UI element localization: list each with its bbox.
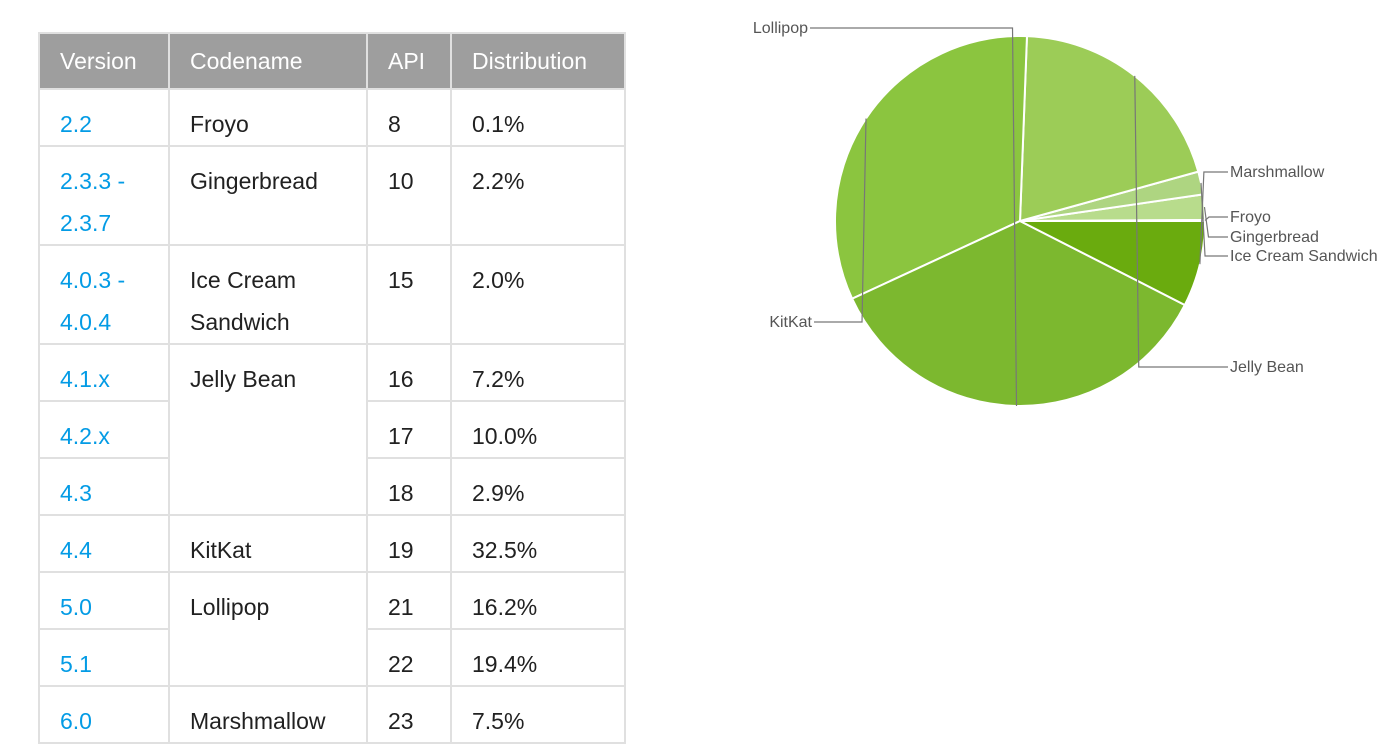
- table-row: 5.1 22 19.4%: [38, 628, 626, 687]
- pie-label-kitkat: KitKat: [769, 314, 812, 331]
- table-row: 4.3 18 2.9%: [38, 457, 626, 516]
- api-cell: 19: [366, 514, 452, 573]
- table-row: 4.1.x Jelly Bean 16 7.2%: [38, 343, 626, 516]
- version-link[interactable]: 5.0: [38, 571, 170, 630]
- distribution-cell: 2.9%: [450, 457, 626, 516]
- version-link[interactable]: 4.4: [38, 514, 170, 573]
- header-api: API: [366, 32, 452, 90]
- distribution-cell: 10.0%: [450, 400, 626, 459]
- pie-slice-kitkat: [834, 35, 1029, 301]
- api-cell: 23: [366, 685, 452, 744]
- table-row: 6.0 Marshmallow 23 7.5%: [38, 685, 626, 744]
- version-link[interactable]: 4.1.x: [38, 343, 170, 402]
- api-cell: 18: [366, 457, 452, 516]
- distribution-cell: 2.0%: [450, 244, 626, 345]
- distribution-cell: 2.2%: [450, 145, 626, 246]
- leader-line: [1204, 216, 1228, 221]
- api-cell: 21: [366, 571, 452, 630]
- version-link[interactable]: 2.2: [38, 88, 170, 147]
- codename-cell: Jelly Bean: [168, 343, 368, 516]
- pie-label-froyo: Froyo: [1230, 209, 1271, 226]
- version-link[interactable]: 2.3.3 - 2.3.7: [38, 145, 170, 246]
- distribution-cell: 0.1%: [450, 88, 626, 147]
- distribution-pie-chart: Froyo Gingerbread Ice Cream Sandwich Jelly …: [753, 20, 1378, 407]
- table-row: 4.4 KitKat 19 32.5%: [38, 514, 626, 573]
- distribution-cell: 7.5%: [450, 685, 626, 744]
- pie-label-lollipop: Lollipop: [753, 20, 808, 37]
- codename-cell: Marshmallow: [168, 685, 368, 744]
- api-cell: 17: [366, 400, 452, 459]
- api-cell: 16: [366, 343, 452, 402]
- version-link[interactable]: 4.3: [38, 457, 170, 516]
- pie-label-ice-cream-sandwich: Ice Cream Sandwich: [1230, 248, 1378, 265]
- header-version: Version: [38, 32, 170, 90]
- codename-cell: Ice Cream Sandwich: [168, 244, 368, 345]
- distribution-table: Version Codename API Distribution 2.2 Fr…: [38, 32, 626, 744]
- api-cell: 15: [366, 244, 452, 345]
- codename-cell: KitKat: [168, 514, 368, 573]
- version-link[interactable]: 4.0.3 - 4.0.4: [38, 244, 170, 345]
- version-link[interactable]: 5.1: [38, 628, 170, 687]
- version-link[interactable]: 4.2.x: [38, 400, 170, 459]
- version-link[interactable]: 6.0: [38, 685, 170, 744]
- pie-label-marshmallow: Marshmallow: [1230, 164, 1325, 181]
- api-cell: 10: [366, 145, 452, 246]
- table-row: 2.2 Froyo 8 0.1%: [38, 88, 626, 147]
- table-header-row: Version Codename API Distribution: [38, 32, 626, 90]
- table-row: 4.2.x 17 10.0%: [38, 400, 626, 459]
- distribution-cell: 19.4%: [450, 628, 626, 687]
- codename-cell: Gingerbread: [168, 145, 368, 246]
- leader-line: [1134, 75, 1228, 368]
- leader-line: [1203, 206, 1228, 238]
- leader-line: [810, 27, 1018, 406]
- table-row: 5.0 Lollipop 21 16.2%: [38, 571, 626, 687]
- table-row: 4.0.3 - 4.0.4 Ice Cream Sandwich 15 2.0%: [38, 244, 626, 345]
- leader-line: [814, 118, 867, 323]
- api-cell: 8: [366, 88, 452, 147]
- header-codename: Codename: [168, 32, 368, 90]
- leader-line: [1199, 171, 1228, 265]
- distribution-cell: 32.5%: [450, 514, 626, 573]
- pie-label-gingerbread: Gingerbread: [1230, 229, 1319, 246]
- codename-cell: Froyo: [168, 88, 368, 147]
- distribution-cell: 16.2%: [450, 571, 626, 630]
- api-cell: 22: [366, 628, 452, 687]
- header-distribution: Distribution: [450, 32, 626, 90]
- table-row: 2.3.3 - 2.3.7 Gingerbread 10 2.2%: [38, 145, 626, 246]
- distribution-cell: 7.2%: [450, 343, 626, 402]
- pie-label-jelly-bean: Jelly Bean: [1230, 359, 1304, 376]
- codename-cell: Lollipop: [168, 571, 368, 687]
